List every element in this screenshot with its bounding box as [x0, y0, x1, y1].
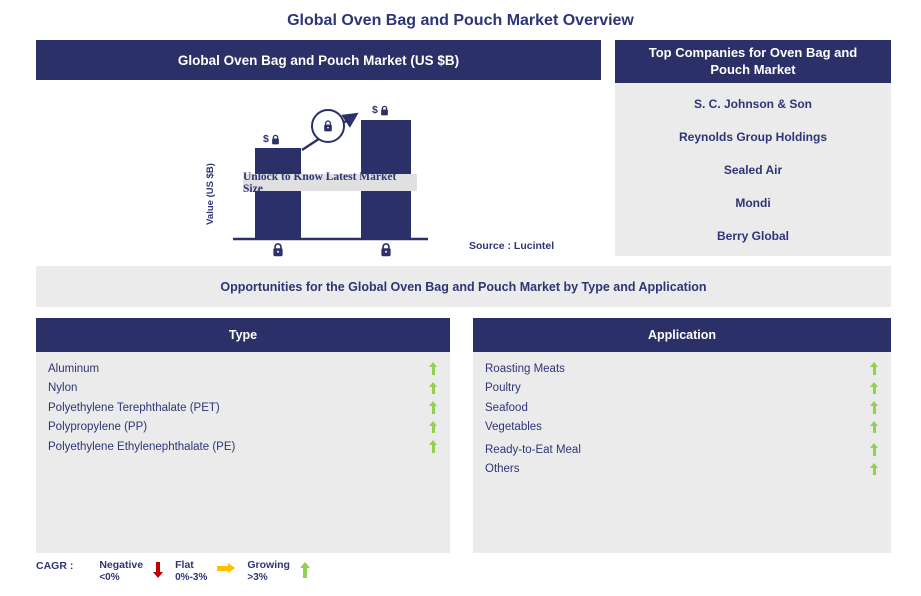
- legend-name: Flat: [175, 559, 194, 571]
- type-panel-list: Aluminum Nylon Polyethylene Terephthalat…: [36, 352, 450, 553]
- company-item: Sealed Air: [723, 162, 783, 177]
- legend-name: Growing: [247, 559, 290, 571]
- trend-up-arrow-icon: [870, 443, 878, 456]
- bar-current-year: [255, 148, 301, 238]
- type-item-label: Polypropylene (PP): [48, 421, 148, 434]
- application-item: Ready-to-Eat Meal: [473, 440, 891, 460]
- application-item-label: Poultry: [485, 382, 521, 395]
- lock-icon: [380, 243, 392, 257]
- legend-entry-negative: Negative <0%: [99, 559, 164, 585]
- type-panel-header: Type: [36, 318, 450, 352]
- trend-up-arrow-icon: [870, 401, 878, 414]
- application-item: Others: [473, 460, 891, 480]
- top-companies-list: S. C. Johnson & Son Reynolds Group Holdi…: [615, 83, 891, 256]
- cagr-label: CAGR :: [36, 560, 74, 572]
- legend-range: 0%-3%: [175, 572, 208, 584]
- application-item: Roasting Meats: [473, 359, 891, 379]
- type-item: Polyethylene Ethylenephthalate (PE): [36, 437, 450, 457]
- locked-value-label: $: [263, 133, 280, 145]
- type-item: Polyethylene Terephthalate (PET): [36, 398, 450, 418]
- growing-up-arrow-icon: [299, 562, 310, 578]
- type-item: Aluminum: [36, 359, 450, 379]
- trend-up-arrow-icon: [870, 381, 878, 395]
- application-item-label: Ready-to-Eat Meal: [485, 443, 581, 456]
- negative-down-arrow-icon: [153, 562, 164, 578]
- lock-icon: [272, 243, 284, 257]
- trend-up-arrow-icon: [429, 420, 437, 434]
- application-item-label: Vegetables: [485, 421, 542, 434]
- trend-up-arrow-icon: [429, 381, 437, 395]
- flat-right-arrow-icon: [217, 562, 236, 574]
- company-item: Berry Global: [716, 228, 790, 243]
- trend-up-arrow-icon: [870, 462, 878, 476]
- trend-up-arrow-icon: [429, 362, 437, 375]
- type-item-label: Aluminum: [48, 362, 100, 375]
- application-panel-header: Application: [473, 318, 891, 352]
- legend-range: >3%: [247, 572, 268, 584]
- legend-name: Negative: [99, 559, 144, 571]
- trend-up-arrow-icon: [429, 401, 437, 414]
- legend-range: <0%: [99, 572, 120, 584]
- application-item-label: Others: [485, 463, 520, 476]
- lock-icon: [271, 134, 279, 145]
- application-panel-list: Roasting Meats Poultry Seafood Vegetable…: [473, 352, 891, 553]
- cagr-legend: CAGR : Negative <0% Flat 0%-3% Growing >…: [36, 559, 310, 585]
- application-item-label: Roasting Meats: [485, 362, 565, 375]
- dollar-sign: $: [372, 104, 378, 116]
- type-item-label: Polyethylene Ethylenephthalate (PE): [48, 440, 236, 453]
- company-item: S. C. Johnson & Son: [693, 96, 812, 111]
- trend-up-arrow-icon: [870, 420, 878, 434]
- page-title: Global Oven Bag and Pouch Market Overvie…: [287, 12, 634, 29]
- type-item-label: Nylon: [48, 382, 78, 395]
- trend-up-arrow-icon: [870, 362, 878, 375]
- locked-value-label: $: [372, 104, 389, 116]
- trend-up-arrow-icon: [429, 440, 437, 453]
- legend-entry-growing: Growing >3%: [247, 559, 310, 585]
- type-item: Polypropylene (PP): [36, 418, 450, 438]
- type-item: Nylon: [36, 379, 450, 399]
- source-label: Source : Lucintel: [469, 240, 555, 252]
- lock-icon: [380, 105, 388, 116]
- top-companies-header: Top Companies for Oven Bag and Pouch Mar…: [615, 40, 891, 83]
- company-item: Reynolds Group Holdings: [678, 129, 827, 144]
- legend-entry-flat: Flat 0%-3%: [175, 559, 236, 585]
- market-chart-header: Global Oven Bag and Pouch Market (US $B): [36, 40, 601, 80]
- opportunities-header: Opportunities for the Global Oven Bag an…: [36, 266, 891, 307]
- unlock-banner[interactable]: Unlock to Know Latest Market Size: [243, 171, 417, 195]
- type-item-label: Polyethylene Terephthalate (PET): [48, 401, 220, 414]
- application-item: Vegetables: [473, 418, 891, 438]
- dollar-sign: $: [263, 133, 269, 145]
- company-item: Mondi: [735, 195, 771, 210]
- application-item: Seafood: [473, 398, 891, 418]
- application-item-label: Seafood: [485, 401, 528, 414]
- application-item: Poultry: [473, 379, 891, 399]
